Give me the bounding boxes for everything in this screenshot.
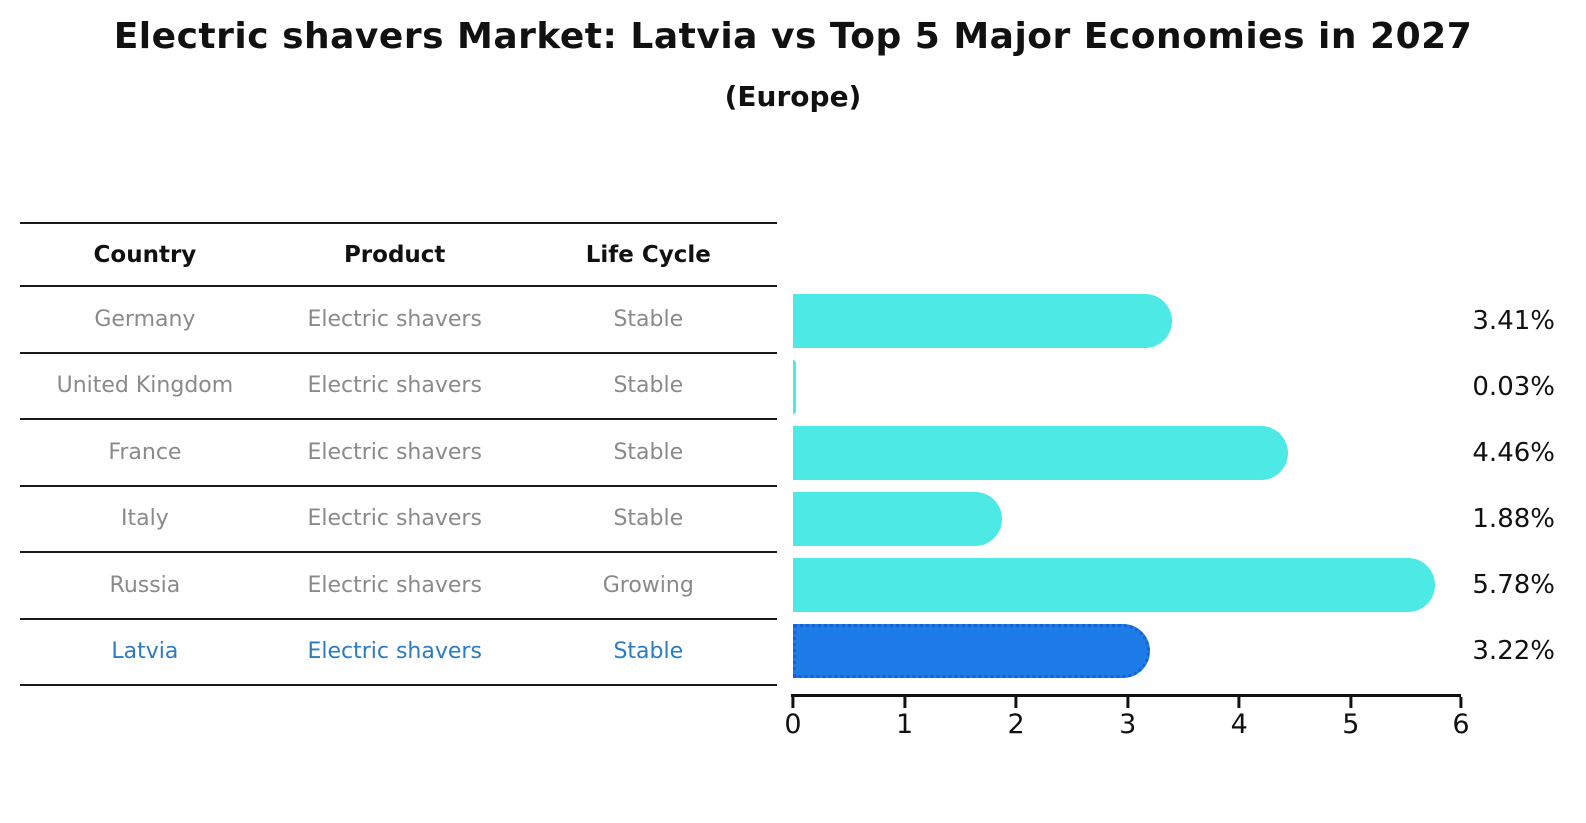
value-labels-column: 3.41% 0.03% 4.46% 1.88% 5.78% 3.22% <box>1458 288 1555 684</box>
bar-italy <box>793 492 1002 546</box>
chart-title: Electric shavers Market: Latvia vs Top 5… <box>113 16 1473 57</box>
tick-mark <box>1014 697 1018 708</box>
x-axis-tick: 5 <box>1342 697 1359 738</box>
tick-label: 4 <box>1230 709 1248 740</box>
table-row-russia: Russia Electric shavers Growing <box>20 553 777 620</box>
life-cycle-cell: Stable <box>613 506 684 532</box>
country-table: Country Product Life Cycle Germany Elect… <box>20 222 777 686</box>
country-cell: Latvia <box>111 639 179 665</box>
life-cycle-cell: Stable <box>613 439 684 465</box>
bar-row <box>793 618 1459 684</box>
life-cycle-cell: Stable <box>613 639 684 665</box>
table-row-latvia: Latvia Electric shavers Stable <box>20 620 777 686</box>
tick-mark <box>903 697 907 708</box>
tick-label: 1 <box>895 709 914 740</box>
tick-mark <box>1237 697 1241 708</box>
table-row-france: France Electric shavers Stable <box>20 420 777 487</box>
tick-label: 0 <box>784 709 802 740</box>
tick-mark <box>1349 697 1353 708</box>
chart-subtitle: (Europe) <box>724 80 862 113</box>
table-row-italy: Italy Electric shavers Stable <box>20 487 777 553</box>
table-row-united-kingdom: United Kingdom Electric shavers Stable <box>20 354 777 420</box>
country-cell: Italy <box>121 506 169 532</box>
product-cell: Electric shavers <box>307 639 482 665</box>
product-cell: Electric shavers <box>307 306 482 332</box>
x-axis-tick: 0 <box>784 697 802 740</box>
country-cell: Russia <box>109 572 181 598</box>
x-axis-tick: 6 <box>1452 697 1470 740</box>
value-label-united-kingdom: 0.03% <box>1472 372 1555 402</box>
life-cycle-cell: Stable <box>613 373 684 399</box>
life-cycle-cell: Growing <box>602 572 694 598</box>
bar-russia <box>793 558 1435 612</box>
country-cell: France <box>108 439 182 465</box>
x-axis-tick: 3 <box>1119 697 1136 738</box>
column-header-life-cycle: Life Cycle <box>585 241 711 268</box>
tick-mark <box>1126 697 1130 708</box>
bar-row <box>793 552 1459 618</box>
table-row-germany: Germany Electric shavers Stable <box>20 287 777 354</box>
tick-label: 2 <box>1007 709 1025 740</box>
bar-row <box>793 288 1459 354</box>
column-header-product: Product <box>343 241 446 268</box>
bar-plot-area <box>793 288 1459 684</box>
column-header-country: Country <box>93 241 197 268</box>
bar-row <box>793 420 1459 486</box>
x-axis-tick: 1 <box>896 697 913 738</box>
value-label-france: 4.46% <box>1472 438 1555 468</box>
bar-france <box>793 426 1289 480</box>
tick-label: 3 <box>1119 709 1137 740</box>
bar-united-kingdom <box>793 360 797 414</box>
bar-row <box>793 354 1459 420</box>
life-cycle-cell: Stable <box>613 306 684 332</box>
tick-mark <box>791 697 795 708</box>
product-cell: Electric shavers <box>307 373 482 399</box>
table-header-row: Country Product Life Cycle <box>20 224 777 287</box>
value-label-latvia: 3.22% <box>1472 636 1555 666</box>
country-cell: United Kingdom <box>56 373 234 399</box>
x-axis-tick: 2 <box>1008 697 1025 738</box>
tick-mark <box>1459 697 1463 708</box>
value-label-russia: 5.78% <box>1472 570 1555 600</box>
bar-latvia-highlighted <box>793 624 1151 678</box>
x-axis: 0 1 2 3 4 5 6 <box>784 694 1470 747</box>
value-label-germany: 3.41% <box>1472 306 1555 336</box>
product-cell: Electric shavers <box>307 572 482 598</box>
product-cell: Electric shavers <box>307 506 482 532</box>
tick-label: 6 <box>1452 709 1470 740</box>
bar-row <box>793 486 1459 552</box>
product-cell: Electric shavers <box>307 439 482 465</box>
tick-label: 5 <box>1342 709 1360 740</box>
value-label-italy: 1.88% <box>1472 504 1555 534</box>
bar-germany <box>793 294 1172 348</box>
country-cell: Germany <box>94 306 196 332</box>
x-axis-tick: 4 <box>1231 697 1248 738</box>
